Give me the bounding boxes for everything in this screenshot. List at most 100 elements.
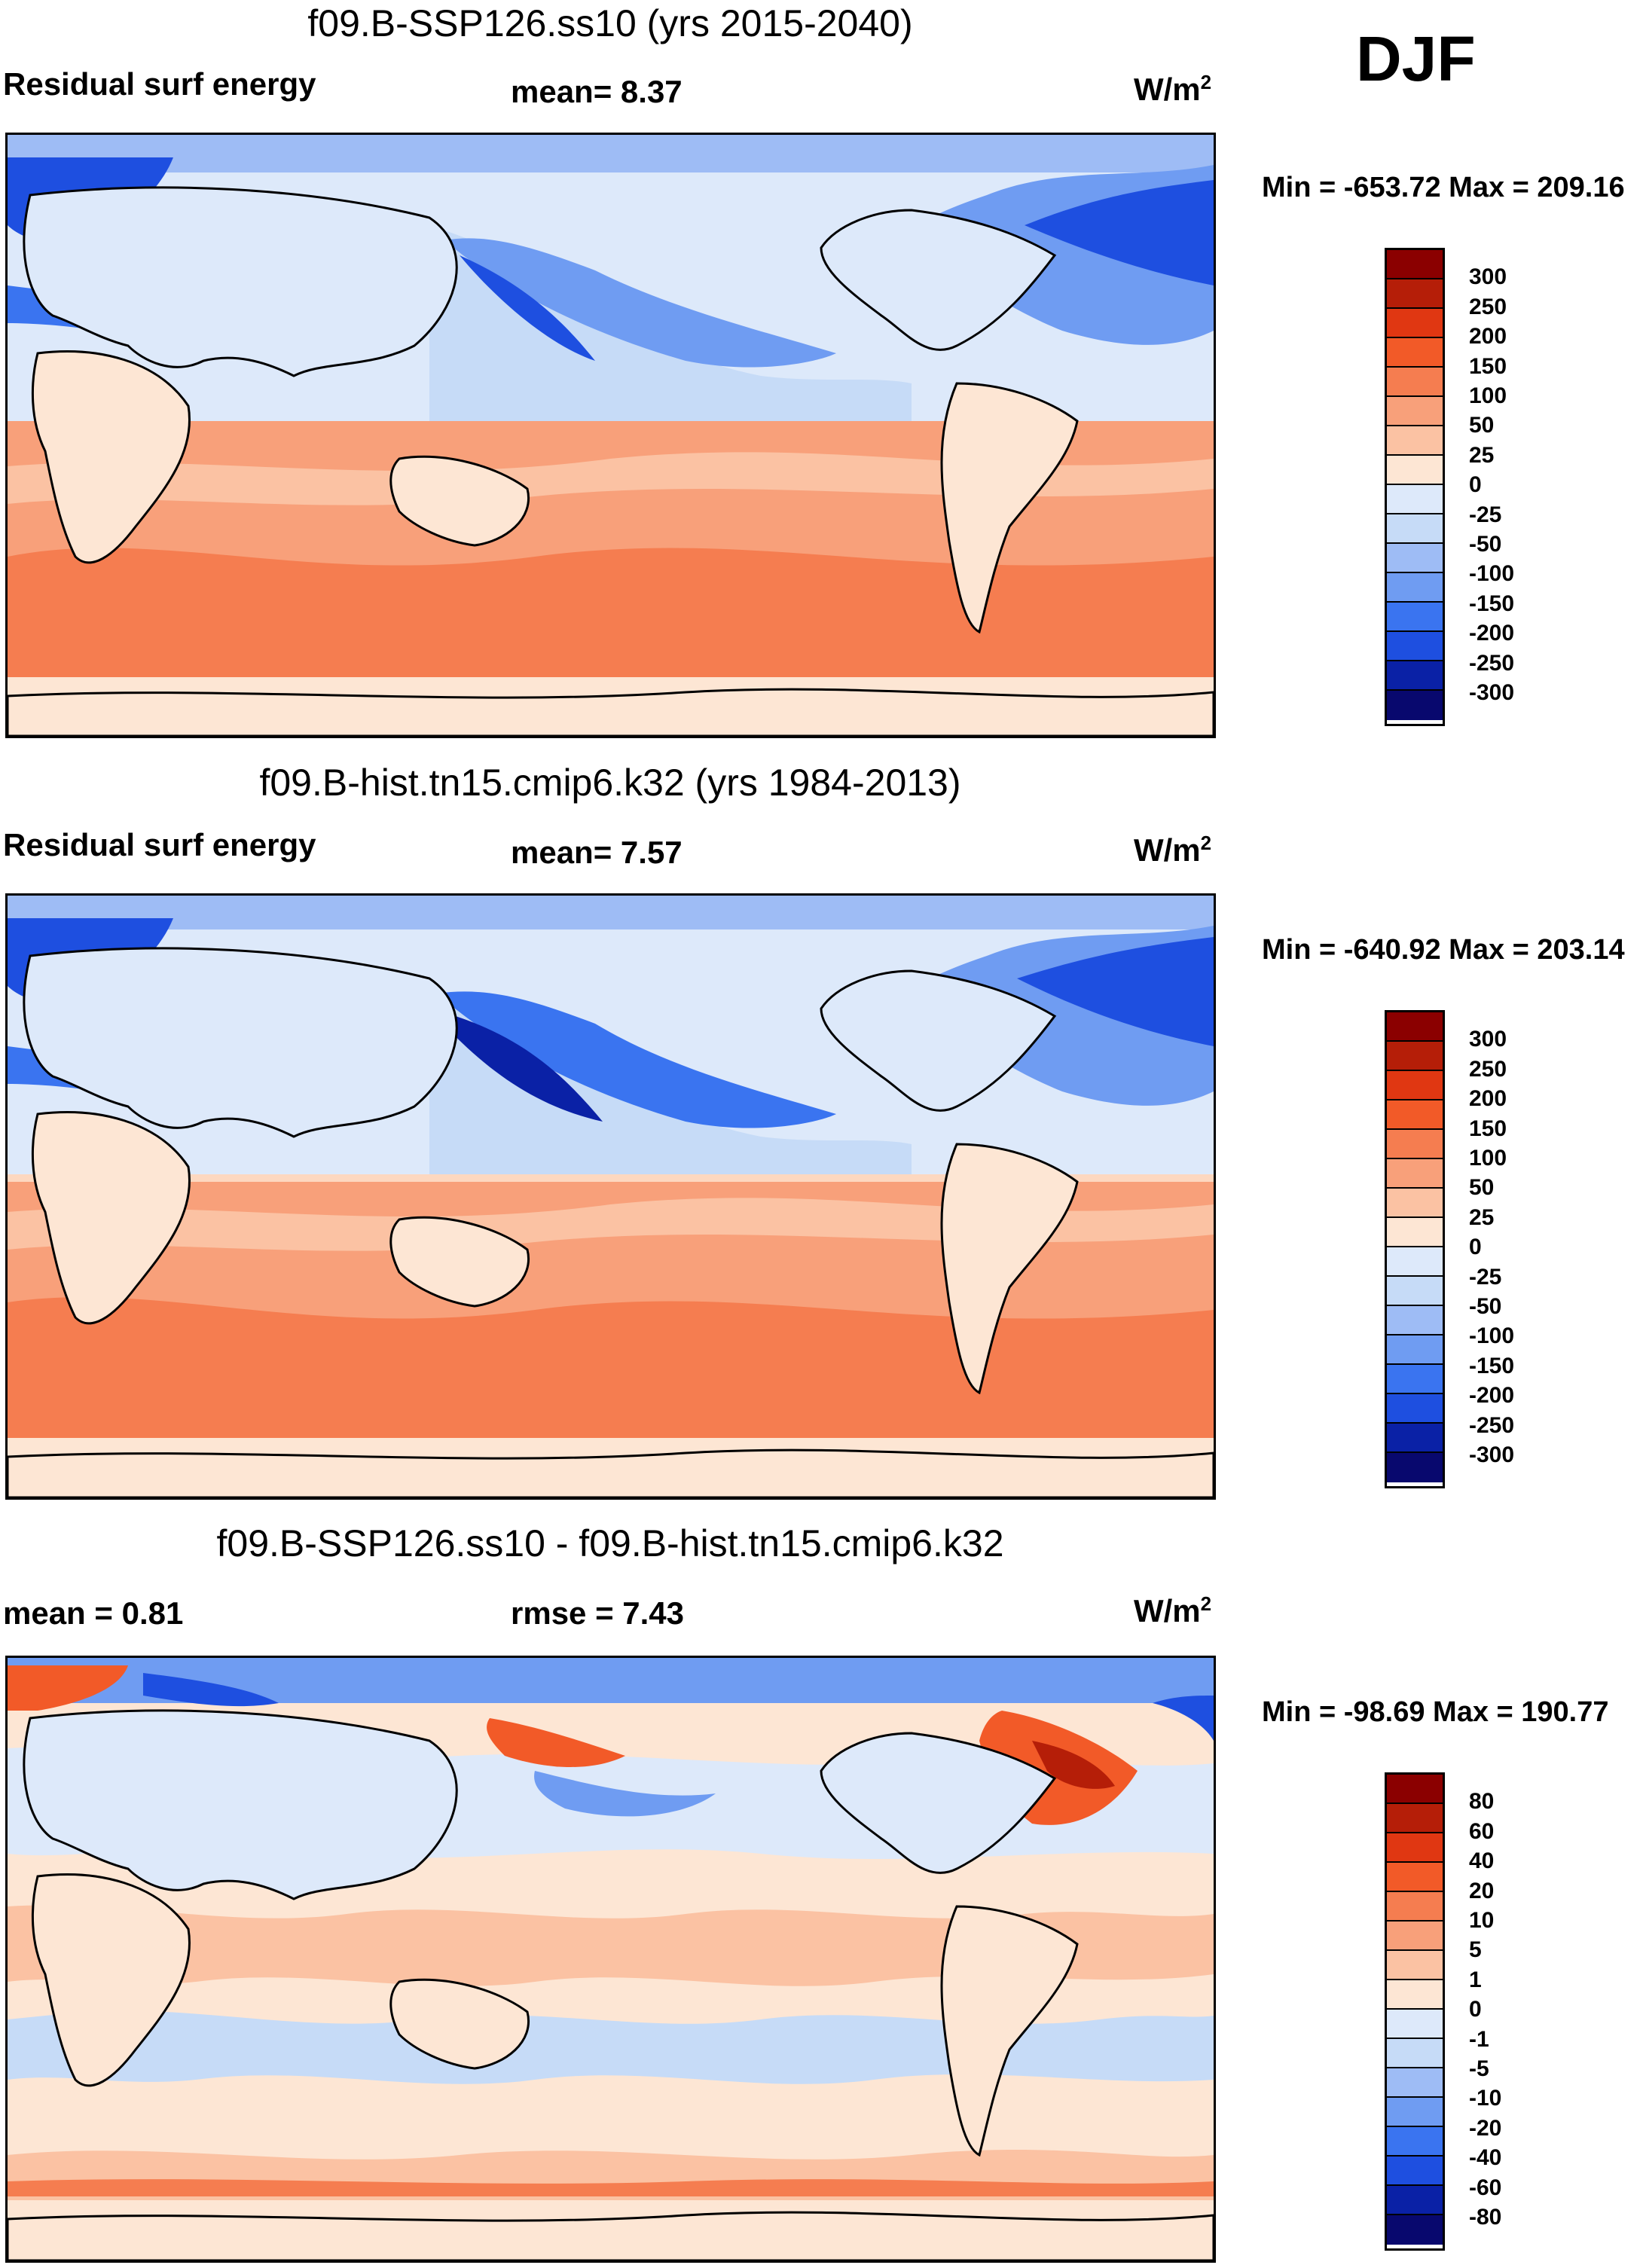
colorbar-tick-label: -250	[1469, 1412, 1515, 1438]
panel2-colorbar-swatch	[1387, 1130, 1443, 1159]
colorbar-tick-label: 150	[1469, 1116, 1507, 1141]
panel2-colorbar-swatch	[1387, 1218, 1443, 1247]
panel1-colorbar-swatch	[1387, 397, 1443, 426]
colorbar-tick-label: 1	[1469, 1967, 1482, 1992]
panel2-colorbar	[1385, 1010, 1445, 1488]
colorbar-tick-label: -100	[1469, 1323, 1515, 1349]
panel1-mean-label: mean= 8.37	[511, 74, 683, 109]
panel3-colorbar-swatch	[1387, 1951, 1443, 1980]
colorbar-tick-label: 100	[1469, 1146, 1507, 1171]
panel3-mean-label: mean = 0.81	[3, 1595, 184, 1631]
colorbar-tick-label: -50	[1469, 1294, 1502, 1319]
colorbar-tick-label: 0	[1469, 1997, 1482, 2022]
panel1-colorbar-swatch	[1387, 603, 1443, 632]
panel2-minmax: Min = -640.92 Max = 203.14	[1262, 934, 1625, 966]
colorbar-tick-label: 300	[1469, 264, 1507, 290]
colorbar-tick-label: -40	[1469, 2145, 1502, 2171]
panel1-variable-label: Residual surf energy	[3, 66, 316, 102]
colorbar-tick-label: 40	[1469, 1848, 1495, 1874]
panel3-colorbar-swatch	[1387, 2068, 1443, 2098]
panel2-colorbar-swatch	[1387, 1335, 1443, 1365]
colorbar-tick-label: 50	[1469, 1175, 1495, 1201]
panel3-title: f09.B-SSP126.ss10 - f09.B-hist.tn15.cmip…	[216, 1522, 1004, 1564]
colorbar-tick-label: -300	[1469, 1442, 1515, 1467]
colorbar-tick-label: 0	[1469, 472, 1482, 498]
colorbar-tick-label: -300	[1469, 680, 1515, 705]
panel3-colorbar-swatch	[1387, 1863, 1443, 1892]
panel2-variable-label: Residual surf energy	[3, 827, 316, 862]
panel3-colorbar-swatch	[1387, 2127, 1443, 2157]
panel3-colorbar-swatch	[1387, 2157, 1443, 2186]
colorbar-tick-label: -150	[1469, 591, 1515, 616]
panel1-colorbar-swatch	[1387, 279, 1443, 309]
colorbar-tick-label: 250	[1469, 294, 1507, 319]
colorbar-tick-label: -25	[1469, 1264, 1502, 1290]
colorbar-tick-label: -200	[1469, 621, 1515, 646]
panel1-colorbar-swatch	[1387, 368, 1443, 397]
panel1-colorbar-swatch	[1387, 661, 1443, 691]
panel3-colorbar-swatch	[1387, 2215, 1443, 2245]
panel1-colorbar-swatch	[1387, 426, 1443, 456]
panel1-map	[5, 133, 1216, 738]
panel1-minmax: Min = -653.72 Max = 209.16	[1262, 172, 1625, 203]
panel2-map-field	[8, 896, 1214, 1497]
panel2-colorbar-swatch	[1387, 1277, 1443, 1306]
panel3-rmse-label: rmse = 7.43	[511, 1595, 685, 1631]
panel1-colorbar-swatch	[1387, 250, 1443, 279]
colorbar-tick-label: 80	[1469, 1789, 1495, 1815]
colorbar-tick-label: 20	[1469, 1878, 1495, 1903]
colorbar-tick-label: -5	[1469, 2056, 1489, 2081]
panel1-colorbar-swatch	[1387, 544, 1443, 573]
panel2-colorbar-swatch	[1387, 1424, 1443, 1453]
panel2-colorbar-swatch	[1387, 1189, 1443, 1218]
panel1-colorbar-swatch	[1387, 309, 1443, 338]
colorbar-tick-label: -80	[1469, 2205, 1502, 2230]
panel3-colorbar-swatch	[1387, 2186, 1443, 2215]
colorbar-tick-label: 5	[1469, 1937, 1482, 1963]
panel1-colorbar-swatch	[1387, 573, 1443, 603]
colorbar-tick-label: 300	[1469, 1027, 1507, 1052]
panel1-colorbar-swatch	[1387, 632, 1443, 661]
colorbar-tick-label: -100	[1469, 561, 1515, 587]
colorbar-tick-label: 0	[1469, 1235, 1482, 1260]
panel3-colorbar-swatch	[1387, 2039, 1443, 2068]
panel1-colorbar-swatch	[1387, 691, 1443, 720]
panel2-colorbar-swatch	[1387, 1159, 1443, 1189]
panel2-title: f09.B-hist.tn15.cmip6.k32 (yrs 1984-2013…	[259, 762, 961, 804]
panel3-colorbar-swatch	[1387, 1922, 1443, 1951]
panel3-colorbar	[1385, 1772, 1445, 2251]
colorbar-tick-label: -20	[1469, 2115, 1502, 2141]
panel1-colorbar-swatch	[1387, 485, 1443, 514]
panel2-colorbar-swatch	[1387, 1071, 1443, 1100]
colorbar-tick-label: 150	[1469, 353, 1507, 379]
colorbar-tick-label: -1	[1469, 2026, 1489, 2052]
colorbar-tick-label: 100	[1469, 383, 1507, 408]
panel2-colorbar-swatch	[1387, 1306, 1443, 1335]
colorbar-tick-label: -60	[1469, 2175, 1502, 2200]
colorbar-tick-label: 200	[1469, 324, 1507, 350]
panel2-colorbar-swatch	[1387, 1100, 1443, 1130]
panel2-mean-label: mean= 7.57	[511, 835, 683, 870]
panel2-colorbar-swatch	[1387, 1453, 1443, 1482]
colorbar-tick-label: 200	[1469, 1086, 1507, 1112]
panel3-colorbar-swatch	[1387, 2010, 1443, 2039]
panel3-colorbar-swatch	[1387, 1775, 1443, 1804]
panel2-units: W/m2	[1134, 832, 1212, 868]
panel2-colorbar-swatch	[1387, 1365, 1443, 1394]
panel2-colorbar-swatch	[1387, 1012, 1443, 1042]
season-label: DJF	[1356, 23, 1476, 94]
panel2-map	[5, 893, 1216, 1500]
panel3-colorbar-swatch	[1387, 1833, 1443, 1863]
panel1-colorbar-swatch	[1387, 514, 1443, 544]
colorbar-tick-label: -200	[1469, 1383, 1515, 1409]
panel1-units: W/m2	[1134, 71, 1212, 107]
colorbar-tick-label: -25	[1469, 502, 1502, 527]
panel1-colorbar	[1385, 248, 1445, 726]
panel3-units: W/m2	[1134, 1592, 1212, 1629]
colorbar-tick-label: 25	[1469, 442, 1495, 468]
panel2-colorbar-swatch	[1387, 1247, 1443, 1277]
colorbar-tick-label: -50	[1469, 532, 1502, 557]
panel2-colorbar-swatch	[1387, 1042, 1443, 1071]
colorbar-tick-label: -250	[1469, 650, 1515, 676]
colorbar-tick-label: 60	[1469, 1818, 1495, 1844]
